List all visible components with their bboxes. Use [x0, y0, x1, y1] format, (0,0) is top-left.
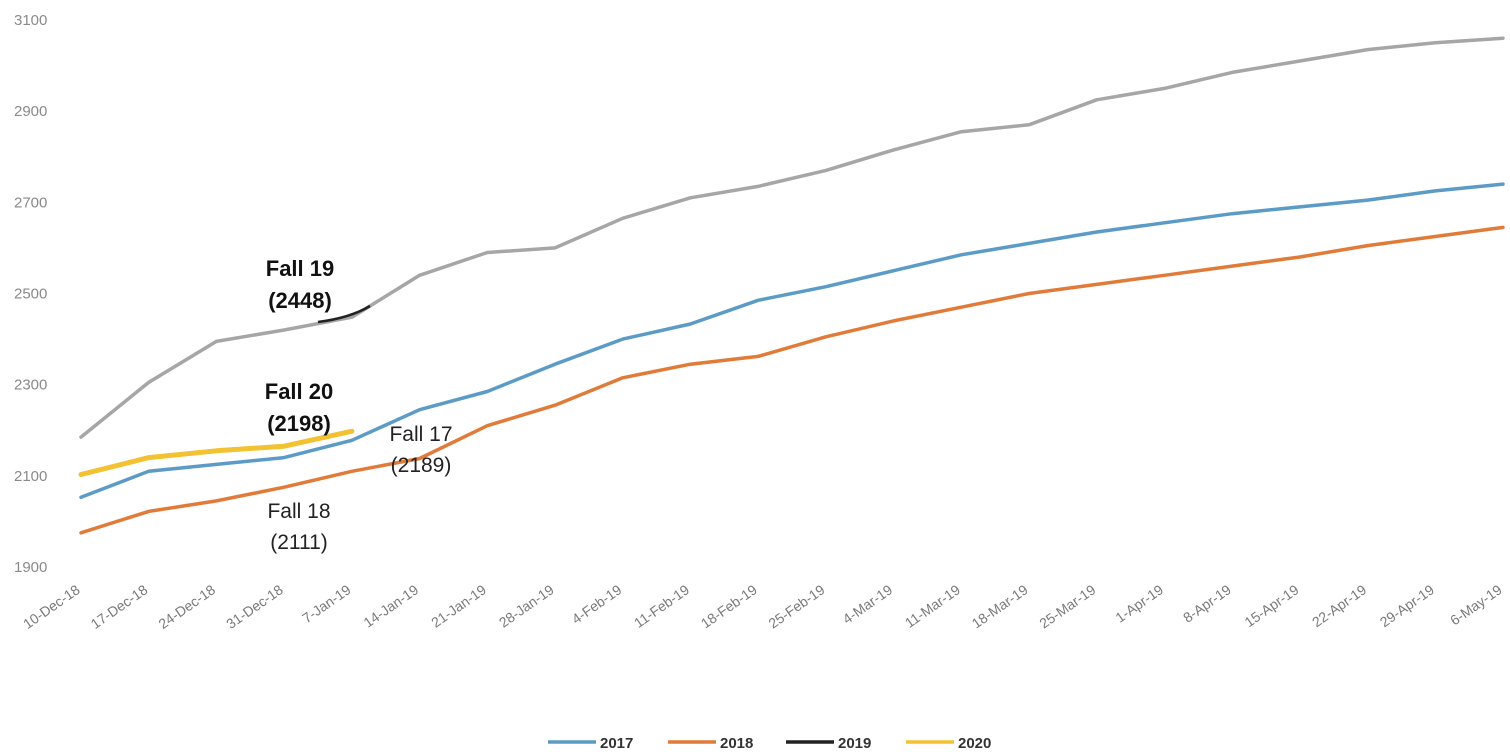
x-tick-label: 24-Dec-18	[155, 581, 218, 632]
x-tick-label: 11-Mar-19	[902, 581, 963, 631]
annotation-fall-17: Fall 17 (2189)	[389, 423, 452, 477]
annotation-fall-19-value: (2448)	[268, 288, 332, 313]
x-tick-label: 28-Jan-19	[496, 581, 557, 630]
x-tick-label: 7-Jan-19	[299, 581, 354, 626]
y-tick-label: 1900	[14, 559, 47, 576]
x-tick-label: 18-Mar-19	[969, 581, 1031, 631]
x-axis: 10-Dec-18 17-Dec-18 24-Dec-18 31-Dec-18 7-Ja…	[20, 581, 1505, 632]
annotation-fall-20: Fall 20 (2198)	[265, 379, 333, 436]
legend-label-2020: 2020	[958, 735, 991, 752]
annotation-fall-18-label: Fall 18	[267, 500, 330, 523]
legend-item-2018: 2018	[668, 735, 753, 752]
y-tick-label: 2100	[14, 468, 47, 485]
legend-item-2017: 2017	[548, 735, 633, 752]
annotation-fall-17-value: (2189)	[391, 454, 452, 477]
legend-label-2017: 2017	[600, 735, 633, 752]
x-tick-label: 31-Dec-18	[223, 581, 286, 632]
series-line-2020	[78, 428, 355, 477]
annotation-fall-18: Fall 18 (2111)	[267, 500, 330, 554]
annotation-fall-19-pointer	[317, 304, 371, 324]
legend-label-2019: 2019	[838, 735, 871, 752]
legend-item-2019: 2019	[786, 735, 871, 752]
series-line-2019	[79, 36, 1505, 439]
x-tick-label: 29-Apr-19	[1377, 581, 1437, 630]
series-line-2018	[79, 225, 1505, 535]
annotation-fall-20-value: (2198)	[267, 411, 331, 436]
x-tick-label: 11-Feb-19	[631, 581, 692, 631]
legend: 2017 2018 2019 2020	[548, 735, 991, 752]
legend-item-2020: 2020	[906, 735, 991, 752]
x-tick-label: 25-Mar-19	[1036, 581, 1098, 631]
x-tick-label: 15-Apr-19	[1241, 581, 1301, 630]
annotation-fall-19: Fall 19 (2448)	[266, 256, 371, 324]
x-tick-label: 14-Jan-19	[360, 581, 421, 630]
x-tick-label: 6-May-19	[1447, 581, 1505, 628]
y-tick-label: 3100	[14, 12, 47, 29]
annotation-fall-18-value: (2111)	[270, 531, 328, 554]
series-line-2017	[79, 182, 1505, 500]
x-tick-label: 4-Feb-19	[569, 581, 625, 627]
annotation-fall-19-label: Fall 19	[266, 256, 334, 281]
y-tick-label: 2700	[14, 194, 47, 211]
x-tick-label: 22-Apr-19	[1309, 581, 1369, 630]
x-tick-label: 4-Mar-19	[840, 581, 896, 627]
series-lines	[78, 36, 1505, 535]
x-tick-label: 10-Dec-18	[20, 581, 83, 632]
x-tick-label: 17-Dec-18	[88, 581, 151, 632]
y-axis: 1900 2100 2300 2500 2700 2900 3100	[14, 12, 47, 576]
annotation-fall-20-label: Fall 20	[265, 379, 333, 404]
x-tick-label: 18-Feb-19	[698, 581, 760, 631]
y-tick-label: 2900	[14, 103, 47, 120]
y-tick-label: 2500	[14, 286, 47, 303]
annotation-fall-17-label: Fall 17	[389, 423, 452, 446]
x-tick-label: 8-Apr-19	[1180, 581, 1234, 625]
x-tick-label: 25-Feb-19	[765, 581, 827, 631]
x-tick-label: 21-Jan-19	[428, 581, 489, 630]
x-tick-label: 1-Apr-19	[1112, 581, 1166, 625]
y-tick-label: 2300	[14, 377, 47, 394]
legend-label-2018: 2018	[720, 735, 753, 752]
